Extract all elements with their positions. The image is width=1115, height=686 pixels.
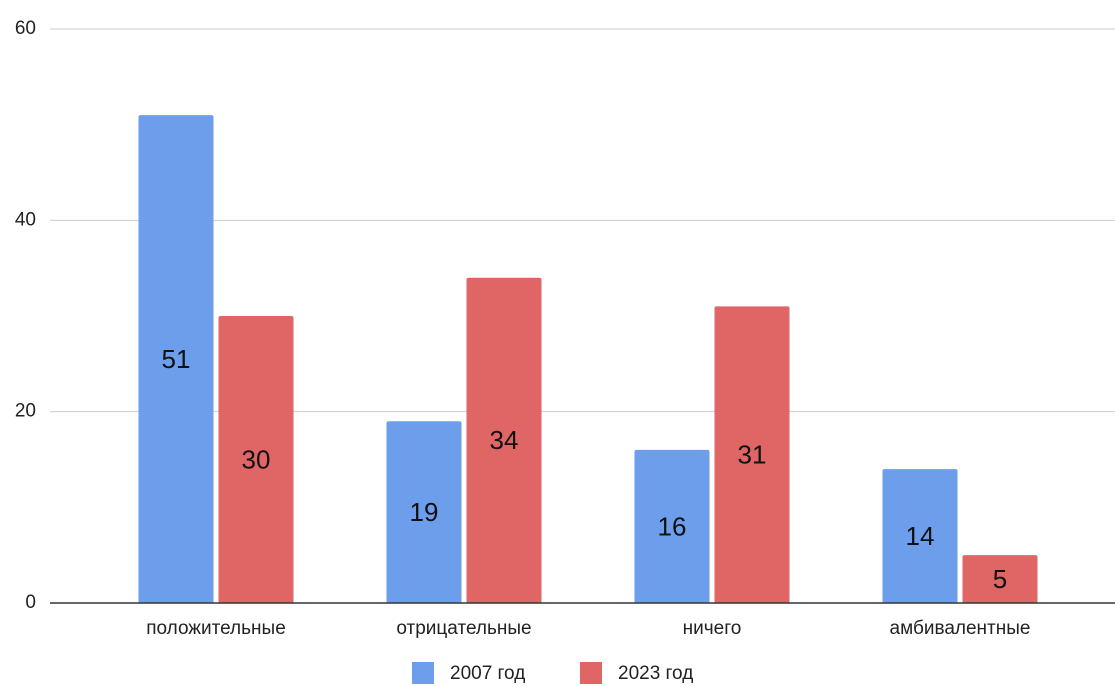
bar (882, 469, 958, 603)
data-label: 34 (490, 425, 519, 455)
legend-swatch (580, 662, 602, 684)
data-label: 14 (906, 521, 935, 551)
data-label: 51 (162, 344, 191, 374)
data-label: 19 (410, 497, 439, 527)
x-tick-label: положительные (146, 618, 286, 639)
data-label: 5 (993, 564, 1007, 594)
bar (138, 115, 214, 603)
bar (634, 449, 710, 603)
y-tick-label: 0 (25, 592, 36, 613)
data-label: 16 (658, 511, 687, 541)
x-tick-label: амбивалентные (890, 618, 1031, 639)
x-tick-label: отрицательные (396, 618, 531, 639)
bar (714, 306, 790, 603)
bar (466, 277, 542, 603)
legend-label: 2007 год (450, 663, 525, 684)
legend-swatch (412, 662, 434, 684)
y-tick-label: 40 (15, 209, 36, 230)
y-tick-label: 60 (15, 18, 36, 39)
data-label: 31 (738, 440, 767, 470)
data-label: 30 (242, 444, 271, 474)
y-tick-label: 20 (15, 401, 36, 422)
bar (218, 316, 294, 603)
x-tick-label: ничего (683, 618, 742, 639)
legend-label: 2023 год (618, 663, 693, 684)
bar (962, 555, 1038, 603)
bar (386, 421, 462, 603)
